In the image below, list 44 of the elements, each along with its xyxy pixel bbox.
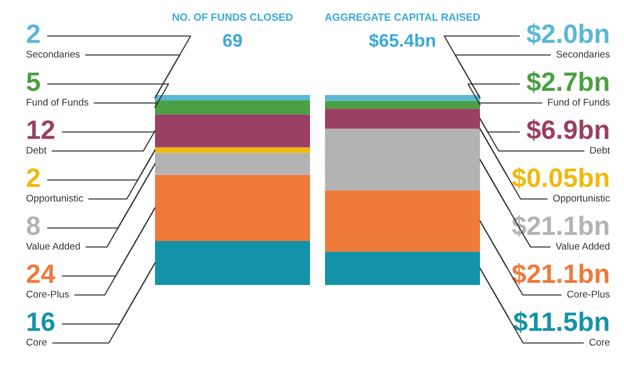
text: Core-Plus — [567, 290, 610, 298]
text: Opportunistic — [553, 194, 610, 204]
text: Debt — [590, 146, 610, 154]
text: Opportunistic — [26, 194, 84, 204]
data-label: $0.05bn — [512, 167, 608, 189]
bar — [155, 114, 310, 148]
chart-title: AGGREGATE CAPITAL RAISED — [324, 13, 480, 21]
data-label: $2.0bn — [526, 23, 608, 45]
bar — [325, 108, 480, 129]
data-label: 16 — [28, 312, 54, 332]
bar — [325, 128, 480, 190]
text: Fund of Funds — [26, 98, 88, 106]
text: Core-Plus — [26, 290, 69, 298]
text: Secondaries — [556, 50, 610, 58]
text: Fund of Funds — [548, 98, 610, 106]
data-label: $6.9bn — [526, 119, 608, 141]
bar — [155, 174, 310, 241]
text: Debt — [26, 146, 46, 154]
text: Value Added — [556, 242, 610, 250]
text: Value Added — [26, 242, 80, 250]
text: Core — [26, 338, 47, 346]
text: Core — [589, 338, 610, 346]
text: Secondaries — [26, 50, 80, 58]
bar — [325, 190, 480, 252]
bar — [155, 240, 310, 285]
chart-title: NO. OF FUNDS CLOSED — [172, 13, 293, 21]
data-label: $11.5bn — [514, 311, 608, 333]
bar — [155, 100, 310, 114]
bar — [155, 95, 310, 101]
bar — [155, 147, 310, 153]
data-label: 5 — [26, 72, 40, 92]
data-label: 8 — [26, 216, 40, 236]
data-label: 2 — [26, 24, 40, 43]
data-label: 12 — [28, 120, 54, 139]
chart-subtitle: $65.4bn — [369, 33, 436, 48]
data-label: 2 — [26, 168, 40, 187]
chart-subtitle: 69 — [223, 34, 242, 47]
data-label: 24 — [26, 264, 56, 283]
bar — [325, 95, 480, 101]
bar — [155, 152, 310, 175]
data-label: $2.7bn — [526, 71, 608, 93]
bar — [325, 100, 480, 109]
data-label: $21.1bn — [512, 263, 608, 285]
bar — [325, 252, 480, 285]
